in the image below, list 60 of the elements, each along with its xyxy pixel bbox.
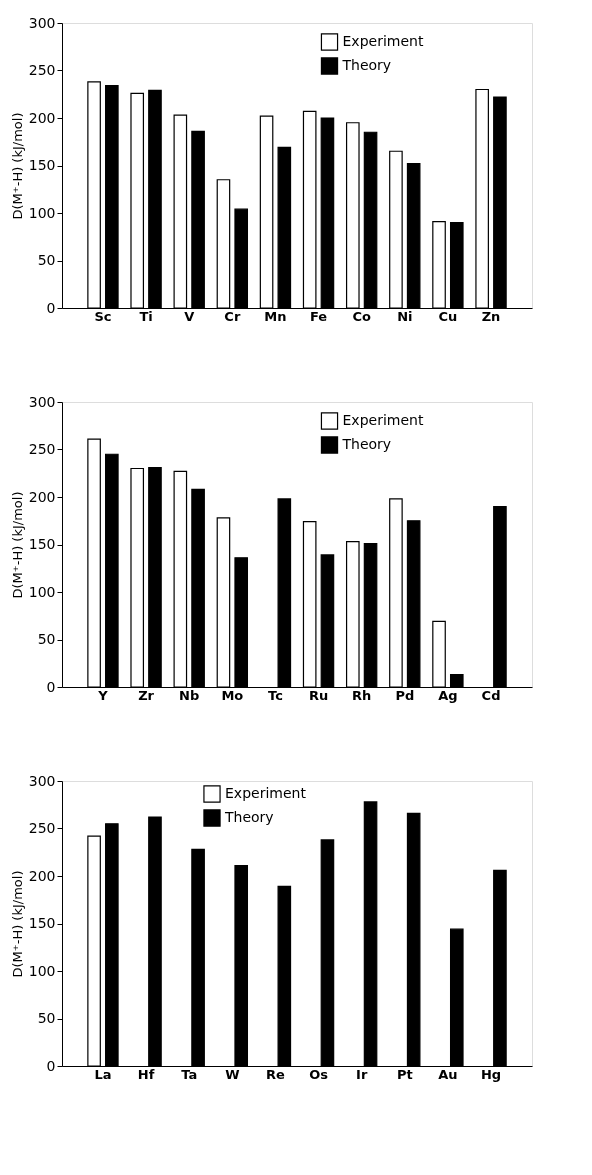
x-tick-label: Sc xyxy=(94,308,112,324)
y-tick-label: 100 xyxy=(28,962,56,979)
y-tick-label: 50 xyxy=(37,1010,56,1026)
legend-label: Experiment xyxy=(225,785,307,801)
y-axis-title: D(M⁺-H) (kJ/mol) xyxy=(9,491,25,599)
y-tick-label: 150 xyxy=(28,915,56,931)
x-tick-label: Mn xyxy=(264,308,287,324)
legend-label: Theory xyxy=(341,57,392,73)
x-tick-label: La xyxy=(94,1066,112,1082)
y-tick-label: 100 xyxy=(28,583,56,600)
y-tick-label: 50 xyxy=(37,631,56,647)
y-tick-label: 250 xyxy=(28,441,56,457)
legend-label: Experiment xyxy=(342,33,424,49)
x-tick-label: Co xyxy=(352,308,371,324)
y-tick-label: 150 xyxy=(28,536,56,552)
x-tick-label: Tc xyxy=(268,687,283,703)
y-tick-label: 300 xyxy=(28,772,56,789)
y-tick-label: 150 xyxy=(28,157,56,173)
y-tick-label: 250 xyxy=(28,820,56,836)
legend-label: Theory xyxy=(224,809,274,825)
x-tick-label: Fe xyxy=(309,308,328,324)
x-tick-label: Ta xyxy=(181,1066,198,1082)
x-tick-label: Zn xyxy=(481,308,501,324)
x-tick-label: Pt xyxy=(396,1066,413,1082)
x-tick-label: Cu xyxy=(438,308,458,324)
x-tick-label: Rh xyxy=(352,687,372,703)
x-tick-label: W xyxy=(225,1066,240,1082)
x-tick-label: Pd xyxy=(395,687,415,703)
x-tick-label: Ir xyxy=(356,1066,368,1082)
y-tick-label: 250 xyxy=(28,62,56,78)
x-tick-label: Nb xyxy=(179,687,200,703)
y-tick-label: 200 xyxy=(28,109,56,126)
y-tick-label: 50 xyxy=(37,252,56,268)
y-tick-label: 200 xyxy=(28,867,56,884)
x-tick-label: Ti xyxy=(139,308,153,324)
x-tick-label: Zr xyxy=(138,687,155,703)
x-tick-label: Ni xyxy=(397,308,413,324)
x-tick-label: Mo xyxy=(221,687,244,703)
y-tick-label: 300 xyxy=(28,14,56,31)
x-tick-label: Ru xyxy=(308,687,329,703)
y-axis-title: D(M⁺-H) (kJ/mol) xyxy=(9,112,25,220)
x-tick-label: Y xyxy=(97,687,109,703)
y-tick-label: 200 xyxy=(28,488,56,505)
x-tick-label: Au xyxy=(438,1066,458,1082)
y-tick-label: 100 xyxy=(28,204,56,221)
legend-label: Theory xyxy=(341,436,392,452)
x-tick-label: Os xyxy=(309,1066,329,1082)
x-tick-label: Re xyxy=(266,1066,286,1082)
y-tick-label: 0 xyxy=(46,299,56,316)
y-tick-label: 300 xyxy=(28,393,56,410)
y-axis-title: D(M⁺-H) (kJ/mol) xyxy=(9,870,25,978)
x-tick-label: Ag xyxy=(438,687,458,703)
x-tick-label: Cd xyxy=(481,687,501,703)
y-tick-label: 0 xyxy=(46,1057,56,1074)
y-tick-label: 0 xyxy=(46,678,56,695)
x-tick-label: Hg xyxy=(480,1066,502,1082)
legend-label: Experiment xyxy=(342,412,424,428)
x-tick-label: Cr xyxy=(224,308,241,324)
x-tick-label: Hf xyxy=(137,1066,155,1082)
x-tick-label: V xyxy=(184,308,195,324)
